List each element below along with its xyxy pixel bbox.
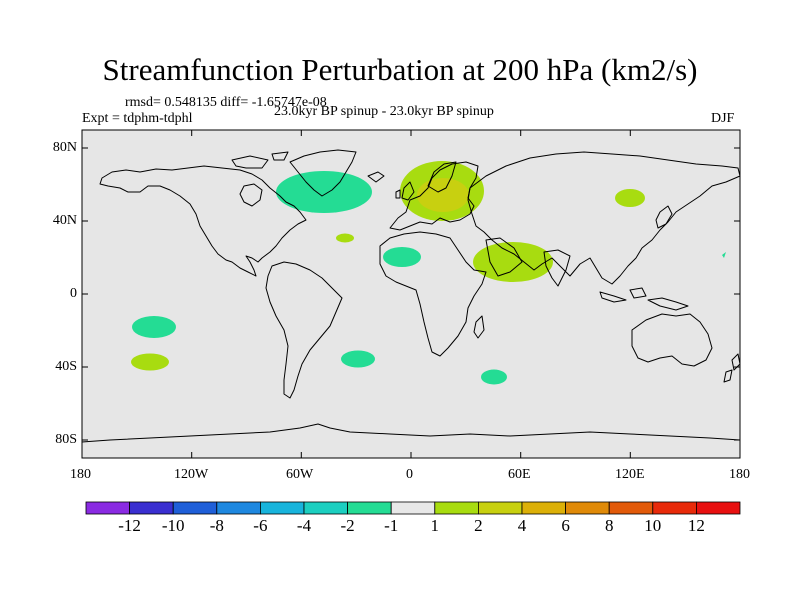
colorbar-box <box>129 501 174 515</box>
anomaly-east-asia <box>615 189 645 207</box>
coast-arabia <box>485 237 523 277</box>
anomaly-arabia <box>473 242 553 282</box>
colorbar-label: 10 <box>644 516 662 535</box>
anomaly-sahara <box>383 247 421 267</box>
colorbar-box <box>347 501 392 515</box>
colorbar-box <box>216 501 261 515</box>
coast-arctic-islands <box>231 151 289 169</box>
coast-africa <box>379 231 487 357</box>
colorbar-box <box>521 501 566 515</box>
x-tick-label: 60E <box>508 467 531 482</box>
coast-australia <box>631 313 713 367</box>
x-tick-marks <box>81 130 741 458</box>
colorbar-box <box>565 501 610 515</box>
coast-hudson-bay <box>239 183 263 207</box>
y-tick-label: 0 <box>70 286 77 301</box>
colorbar-label: 8 <box>604 516 614 535</box>
anomaly-small-pacific <box>722 252 726 258</box>
colorbar-label: -6 <box>253 516 268 535</box>
colorbar-label: -1 <box>384 516 399 535</box>
anomaly-south-pacific-negative <box>132 316 176 338</box>
coast-south-america <box>265 261 343 399</box>
anomaly-indian-ocean <box>481 369 507 385</box>
colorbar-box <box>608 501 654 515</box>
coast-antarctica <box>81 423 741 443</box>
colorbar-label: 4 <box>517 516 527 535</box>
coast-europe <box>389 161 479 231</box>
colorbar-label: 6 <box>561 516 570 535</box>
x-tick-label: 180 <box>70 467 91 482</box>
colorbar-box <box>259 501 305 515</box>
coast-japan <box>655 205 673 229</box>
x-tick-label: 60W <box>286 467 314 482</box>
coast-asia <box>467 151 741 285</box>
colorbar-label: -8 <box>209 516 224 535</box>
colorbar-box <box>390 501 436 515</box>
period-label: 23.0kyr BP spinup - 23.0kyr BP spinup <box>274 104 494 119</box>
season-label: DJF <box>711 111 735 126</box>
anomaly-south-pacific-positive <box>131 353 169 371</box>
coastlines <box>81 149 741 443</box>
x-tick-label: 120W <box>174 467 209 482</box>
stats-label: rmsd= 0.548135 diff= -1.65747e-08 <box>125 95 327 110</box>
colorbar-box <box>696 501 741 515</box>
y-tick-label: 80N <box>52 140 77 155</box>
colorbar-label: -10 <box>161 516 185 535</box>
coast-indonesia <box>599 287 689 311</box>
y-tick-label: 80S <box>55 432 77 447</box>
colorbar-box <box>303 501 348 515</box>
coast-madagascar <box>473 315 485 339</box>
colorbar-label: -4 <box>296 516 312 535</box>
anomaly-north-atlantic <box>276 171 372 213</box>
coast-north-america <box>99 165 307 277</box>
map-title: Streamfunction Perturbation at 200 hPa (… <box>102 52 698 87</box>
anomaly-azores <box>336 233 354 243</box>
coast-scandinavia <box>427 161 457 193</box>
anomaly-south-atlantic <box>341 350 375 368</box>
y-tick-label: 40N <box>52 213 77 228</box>
colorbar-label: 1 <box>430 516 440 535</box>
anomaly-layer <box>131 161 726 385</box>
coast-greenland <box>289 149 357 197</box>
colorbar-label: -12 <box>118 516 141 535</box>
colorbar-box <box>477 501 523 515</box>
y-tick-label: 40S <box>55 359 77 374</box>
colorbar-box <box>172 501 218 515</box>
colorbar-box <box>434 501 479 515</box>
anomaly-europe-core <box>417 178 469 212</box>
colorbar <box>85 501 741 515</box>
coast-british-isles <box>395 181 415 201</box>
x-tick-label: 0 <box>406 467 413 482</box>
colorbar-label: 2 <box>474 516 483 535</box>
x-tick-label: 120E <box>615 467 645 482</box>
colorbar-box <box>652 501 697 515</box>
colorbar-box <box>85 501 130 515</box>
coast-iceland <box>367 171 385 183</box>
coast-india <box>543 249 571 287</box>
x-tick-label: 180 <box>729 467 750 482</box>
y-tick-marks <box>82 147 740 441</box>
experiment-label: Expt = tdphm-tdphl <box>82 111 193 126</box>
colorbar-label: -2 <box>340 516 355 535</box>
colorbar-label: 12 <box>687 516 705 535</box>
